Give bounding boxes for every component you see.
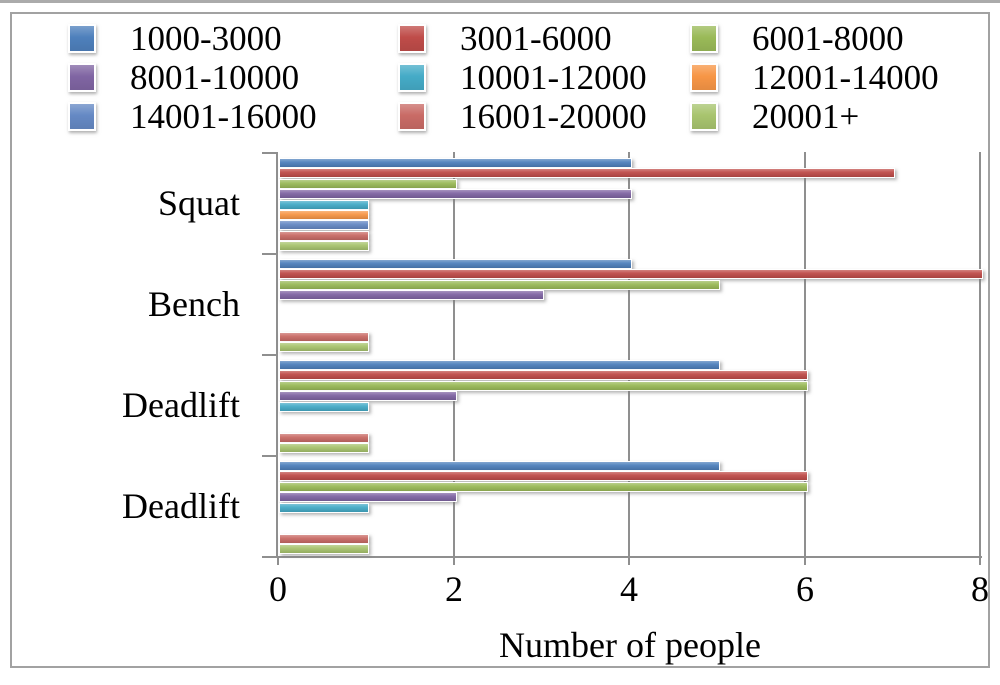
legend-swatch xyxy=(68,102,96,131)
bar xyxy=(279,199,369,210)
bar xyxy=(279,492,457,503)
bar xyxy=(279,220,369,231)
x-axis-tick xyxy=(453,558,455,565)
x-axis-title: Number of people xyxy=(499,625,761,665)
legend-label: 6001-8000 xyxy=(752,19,904,58)
legend-label: 10001-12000 xyxy=(460,58,647,97)
x-axis-tick xyxy=(628,558,630,565)
bar xyxy=(279,342,369,353)
legend-swatch xyxy=(398,24,426,53)
bar xyxy=(279,481,808,492)
y-axis-tick xyxy=(262,152,278,154)
bar xyxy=(279,533,369,544)
legend-swatch xyxy=(68,63,96,92)
bar xyxy=(279,158,632,168)
x-tick-label: 2 xyxy=(445,569,463,609)
gridline xyxy=(804,152,806,556)
category-label: Deadlift xyxy=(122,486,240,526)
bar xyxy=(279,471,808,482)
legend-swatch xyxy=(690,24,718,53)
y-axis-tick xyxy=(262,354,278,356)
bar xyxy=(279,259,632,269)
top-edge xyxy=(0,0,1000,3)
category-label: Deadlift xyxy=(122,385,240,425)
legend-label: 14001-16000 xyxy=(130,97,317,136)
bar xyxy=(279,432,369,443)
bar xyxy=(279,401,369,412)
chart-legend: 1000-3000 3001-6000 6001-8000 8001-10000 100… xyxy=(68,19,939,136)
bar xyxy=(279,230,369,241)
x-tick-label: 0 xyxy=(269,569,287,609)
legend-swatch xyxy=(690,102,718,131)
x-axis-tick xyxy=(979,558,981,565)
bar xyxy=(279,210,369,220)
bar xyxy=(279,331,369,342)
bar xyxy=(279,178,457,189)
y-axis-tick xyxy=(262,253,278,255)
x-axis-line xyxy=(270,556,982,558)
bar xyxy=(279,443,369,454)
legend-swatch xyxy=(68,24,96,53)
legend-label: 20001+ xyxy=(752,97,860,136)
y-axis-tick xyxy=(262,455,278,457)
y-axis-tick xyxy=(262,556,278,558)
x-tick-label: 8 xyxy=(971,569,989,609)
chart-frame xyxy=(10,12,990,668)
bar xyxy=(279,241,369,252)
bar xyxy=(279,290,544,301)
bar xyxy=(279,269,983,280)
legend-item: 12001-14000 xyxy=(690,58,939,97)
bar xyxy=(279,360,720,370)
legend-item: 14001-16000 xyxy=(68,97,398,136)
legend-swatch xyxy=(690,63,718,92)
legend-item: 1000-3000 xyxy=(68,19,398,58)
legend-item: 3001-6000 xyxy=(398,19,690,58)
gridline xyxy=(979,152,981,556)
legend-swatch xyxy=(398,102,426,131)
legend-label: 3001-6000 xyxy=(460,19,612,58)
category-label: Bench xyxy=(148,284,240,324)
x-tick-label: 4 xyxy=(620,569,638,609)
bar xyxy=(279,391,457,402)
legend-item: 6001-8000 xyxy=(690,19,934,58)
category-label: Squat xyxy=(157,183,240,223)
legend-item: 10001-12000 xyxy=(398,58,690,97)
gridline xyxy=(628,152,630,556)
bar xyxy=(279,544,369,555)
bar xyxy=(279,279,720,290)
x-axis-tick xyxy=(277,558,279,565)
x-tick-label: 6 xyxy=(796,569,814,609)
legend-label: 8001-10000 xyxy=(130,58,300,97)
legend-swatch xyxy=(398,63,426,92)
bar xyxy=(279,168,895,179)
bar xyxy=(279,189,632,200)
bar xyxy=(279,461,720,471)
legend-label: 12001-14000 xyxy=(752,58,939,97)
legend-label: 1000-3000 xyxy=(130,19,282,58)
x-axis-tick xyxy=(804,558,806,565)
bar xyxy=(279,380,808,391)
legend-item: 20001+ xyxy=(690,97,934,136)
legend-item: 16001-20000 xyxy=(398,97,690,136)
bar xyxy=(279,370,808,381)
legend-label: 16001-20000 xyxy=(460,97,647,136)
gridline xyxy=(453,152,455,556)
bar xyxy=(279,502,369,513)
legend-item: 8001-10000 xyxy=(68,58,398,97)
